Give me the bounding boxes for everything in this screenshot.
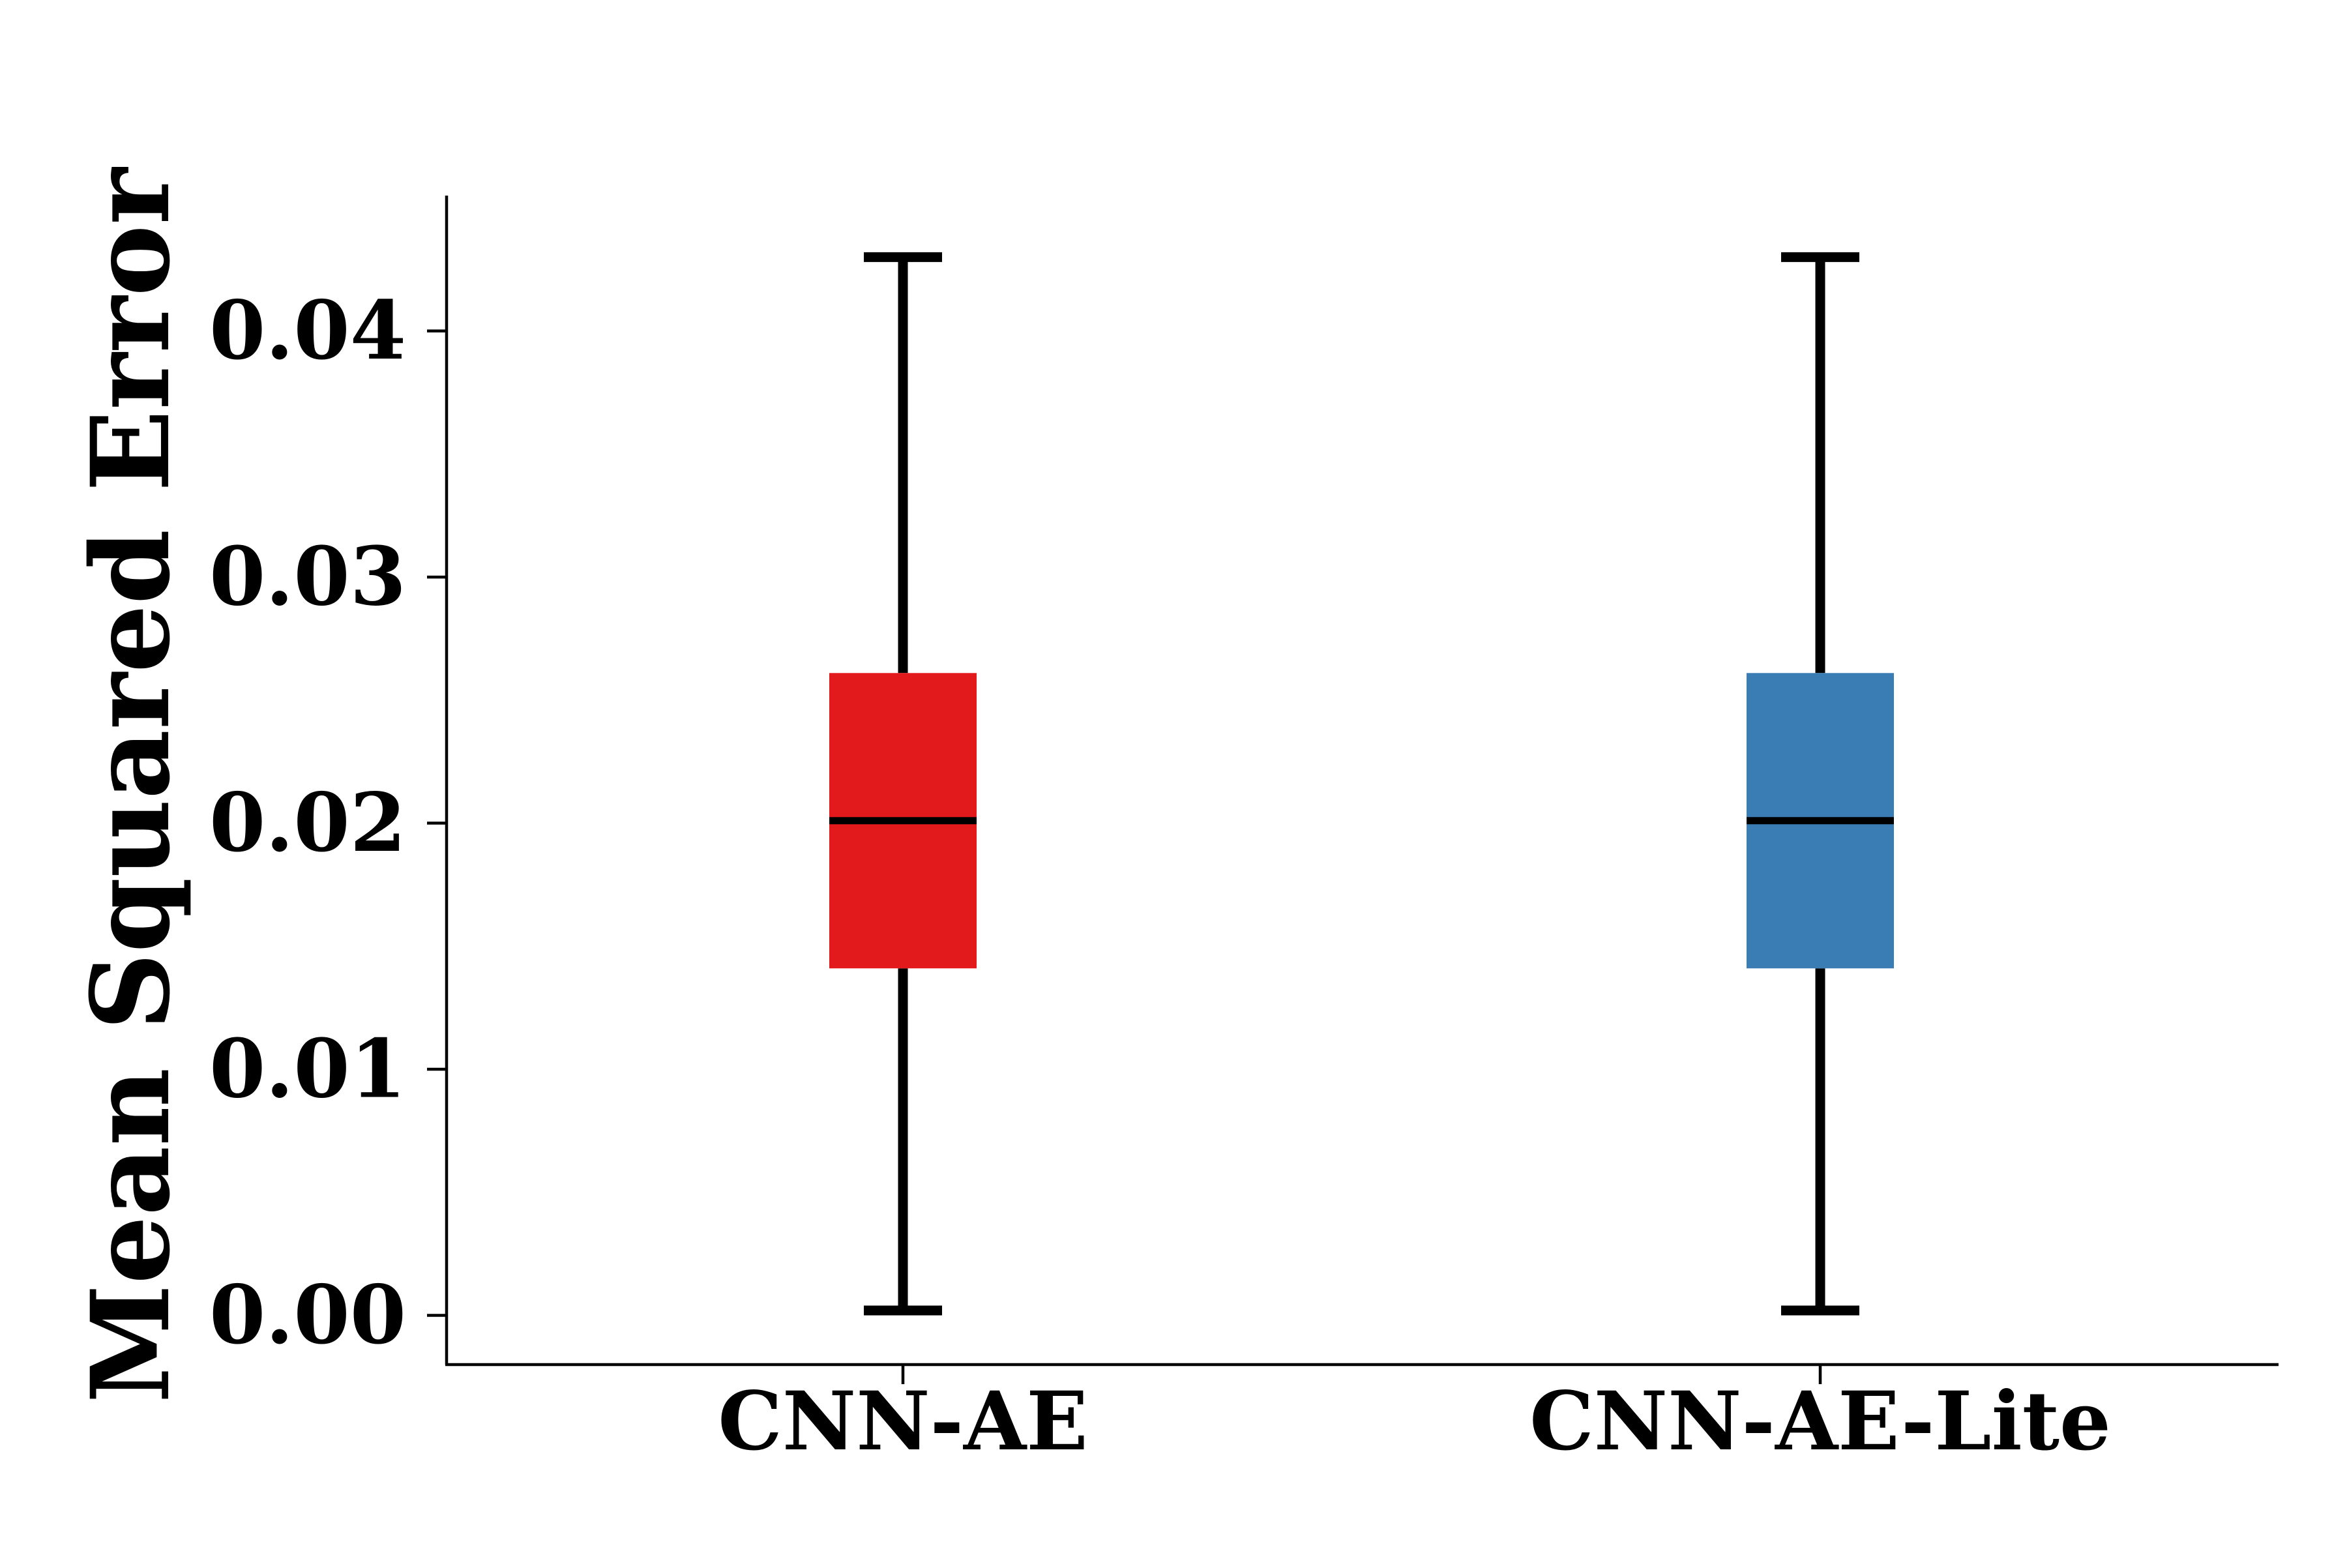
- box-cnn-ae: [829, 252, 977, 1316]
- y-tick-label: 0.00: [209, 1268, 406, 1363]
- y-axis-label: Mean Squared Error: [67, 167, 194, 1404]
- x-tick-label: CNN-AE: [718, 1374, 1088, 1469]
- y-tick-label: 0.01: [209, 1022, 406, 1117]
- x-tick-label: CNN-AE-Lite: [1529, 1374, 2111, 1469]
- axes: 0.00 0.01 0.02 0.03 0.04 CNN-AE CNN-AE-Lite: [209, 196, 2279, 1469]
- y-tick-label: 0.04: [209, 284, 406, 378]
- box-marks: [829, 252, 1894, 1316]
- box-cnn-ae-lite: [1747, 252, 1894, 1316]
- y-tick-label: 0.03: [209, 530, 406, 625]
- axis-labels: Mean Squared Error: [67, 167, 194, 1404]
- y-tick-label: 0.02: [209, 776, 406, 870]
